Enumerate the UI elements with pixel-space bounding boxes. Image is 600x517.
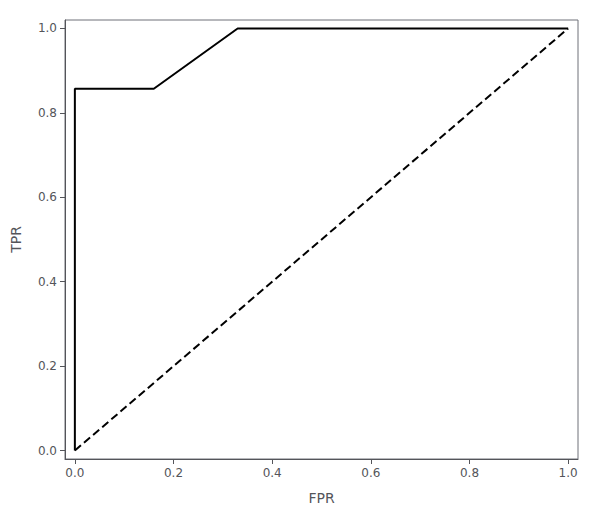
svg-text:0.8: 0.8 (38, 106, 57, 120)
svg-text:1.0: 1.0 (38, 21, 57, 35)
svg-text:1.0: 1.0 (559, 466, 578, 480)
svg-text:0.0: 0.0 (38, 444, 57, 458)
svg-text:TPR: TPR (8, 226, 24, 254)
svg-text:0.2: 0.2 (164, 466, 183, 480)
svg-text:0.6: 0.6 (361, 466, 380, 480)
svg-text:0.8: 0.8 (460, 466, 479, 480)
svg-text:0.0: 0.0 (65, 466, 84, 480)
svg-text:0.4: 0.4 (38, 275, 57, 289)
svg-text:0.2: 0.2 (38, 359, 57, 373)
svg-text:0.4: 0.4 (263, 466, 282, 480)
svg-text:FPR: FPR (308, 490, 334, 506)
svg-text:0.6: 0.6 (38, 190, 57, 204)
